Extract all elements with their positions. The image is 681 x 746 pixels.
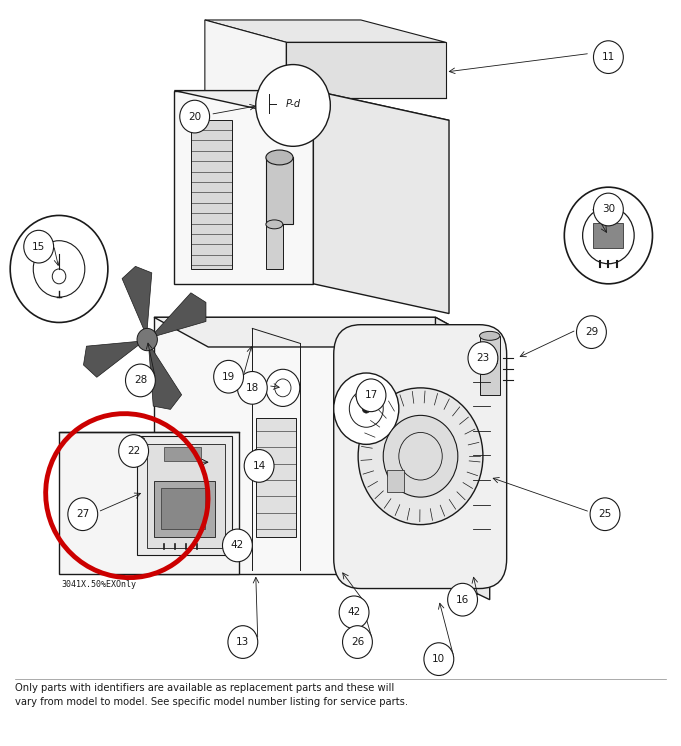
- Polygon shape: [122, 266, 152, 336]
- Circle shape: [590, 498, 620, 530]
- Polygon shape: [137, 436, 232, 555]
- Circle shape: [577, 316, 606, 348]
- Polygon shape: [150, 293, 206, 338]
- Circle shape: [565, 187, 652, 283]
- Text: 14: 14: [253, 461, 266, 471]
- Bar: [479, 336, 500, 395]
- Circle shape: [593, 41, 623, 74]
- Text: 22: 22: [127, 446, 140, 456]
- Circle shape: [24, 231, 54, 263]
- Circle shape: [383, 416, 458, 497]
- Polygon shape: [435, 317, 490, 600]
- Polygon shape: [84, 341, 144, 377]
- Circle shape: [125, 364, 155, 397]
- Polygon shape: [191, 120, 232, 269]
- Text: 23: 23: [476, 353, 490, 363]
- Circle shape: [180, 100, 210, 133]
- Polygon shape: [59, 433, 239, 574]
- Text: 3041X.50%EXOnly: 3041X.50%EXOnly: [61, 580, 136, 589]
- Text: 13: 13: [236, 637, 249, 647]
- Text: 25: 25: [599, 510, 612, 519]
- Bar: [387, 470, 404, 492]
- Polygon shape: [266, 157, 293, 225]
- Text: 29: 29: [585, 327, 598, 337]
- Polygon shape: [205, 20, 445, 43]
- Circle shape: [228, 626, 257, 659]
- Circle shape: [118, 435, 148, 468]
- Polygon shape: [148, 343, 182, 410]
- Polygon shape: [286, 43, 445, 98]
- Circle shape: [424, 643, 454, 675]
- Circle shape: [343, 626, 373, 659]
- Text: 11: 11: [602, 52, 615, 62]
- Text: 17: 17: [364, 390, 378, 401]
- Circle shape: [244, 450, 274, 482]
- Bar: [164, 448, 202, 461]
- Circle shape: [266, 369, 300, 407]
- Circle shape: [214, 360, 244, 393]
- Polygon shape: [174, 90, 449, 120]
- Text: Only parts with identifiers are available as replacement parts and these will
va: Only parts with identifiers are availabl…: [15, 683, 408, 707]
- Text: 42: 42: [231, 540, 244, 551]
- Circle shape: [68, 498, 97, 530]
- Text: P-d: P-d: [285, 99, 300, 109]
- Circle shape: [468, 342, 498, 374]
- Polygon shape: [147, 444, 225, 548]
- Polygon shape: [205, 20, 286, 98]
- Polygon shape: [174, 90, 313, 283]
- Ellipse shape: [266, 150, 293, 165]
- Polygon shape: [154, 317, 490, 347]
- Ellipse shape: [479, 331, 500, 340]
- Bar: [154, 480, 215, 536]
- Ellipse shape: [266, 220, 283, 229]
- Text: 42: 42: [347, 607, 361, 618]
- Circle shape: [10, 216, 108, 322]
- Text: 30: 30: [602, 204, 615, 215]
- Circle shape: [223, 529, 253, 562]
- Text: 15: 15: [32, 242, 46, 251]
- Circle shape: [356, 379, 386, 412]
- Circle shape: [447, 583, 477, 616]
- Circle shape: [358, 388, 483, 524]
- Polygon shape: [266, 225, 283, 269]
- Circle shape: [362, 404, 370, 413]
- Text: 26: 26: [351, 637, 364, 647]
- Text: 19: 19: [222, 372, 235, 382]
- Circle shape: [238, 372, 267, 404]
- Text: 28: 28: [133, 375, 147, 386]
- Circle shape: [256, 65, 330, 146]
- Text: 20: 20: [188, 112, 202, 122]
- Text: 10: 10: [432, 654, 445, 664]
- Polygon shape: [154, 317, 435, 574]
- Circle shape: [593, 193, 623, 226]
- Circle shape: [339, 596, 369, 629]
- Polygon shape: [256, 418, 296, 536]
- Circle shape: [137, 328, 157, 351]
- FancyBboxPatch shape: [334, 325, 507, 589]
- Text: 18: 18: [246, 383, 259, 393]
- Text: 27: 27: [76, 510, 89, 519]
- Circle shape: [334, 373, 399, 445]
- Bar: [161, 488, 205, 529]
- Text: 16: 16: [456, 595, 469, 605]
- Bar: [593, 223, 623, 248]
- Polygon shape: [313, 90, 449, 313]
